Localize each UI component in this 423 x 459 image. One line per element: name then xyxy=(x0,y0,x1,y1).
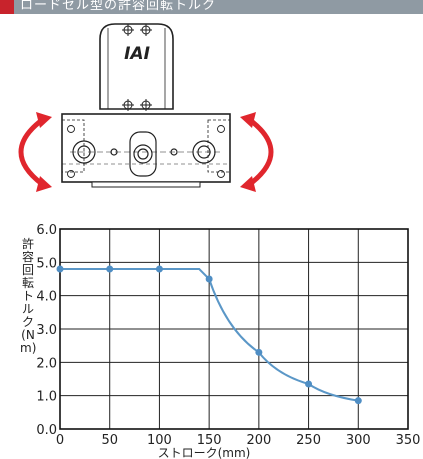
x-axis-label: ストローク(mm) xyxy=(158,446,251,459)
x-tick-label: 100 xyxy=(147,433,172,448)
screw-icon xyxy=(122,24,152,111)
header-banner: ロードセル型の許容回転トルク xyxy=(0,0,423,14)
data-point xyxy=(106,265,114,273)
plot-frame xyxy=(59,228,409,430)
x-tick-label: 200 xyxy=(246,433,271,448)
y-tick-label: 2.0 xyxy=(36,356,57,371)
x-tick-label: 0 xyxy=(56,433,64,448)
y-tick-label: 6.0 xyxy=(36,223,57,238)
data-point xyxy=(155,265,163,273)
data-point xyxy=(205,275,213,283)
x-tick-label: 50 xyxy=(101,433,118,448)
y-tick-label: 5.0 xyxy=(36,256,57,271)
data-point xyxy=(305,380,313,388)
banner-title: ロードセル型の許容回転トルク xyxy=(20,0,217,13)
bolt-icon xyxy=(72,140,216,164)
y-tick-label: 1.0 xyxy=(36,390,57,405)
banner-accent-mark xyxy=(0,0,14,14)
actuator-illustration: IAI xyxy=(18,23,274,192)
x-tick-label: 250 xyxy=(296,433,321,448)
x-tick-label: 150 xyxy=(197,433,222,448)
x-tick-label: 300 xyxy=(346,433,371,448)
x-tick-label: 350 xyxy=(396,433,421,448)
data-point xyxy=(354,397,362,405)
y-tick-label: 4.0 xyxy=(36,290,57,305)
torque-chart: 0.0 1.0 2.0 3.0 4.0 5.0 6.0 0 50 100 150 200 250 300 3… xyxy=(36,223,421,459)
rotation-arrow-left-icon xyxy=(18,117,45,187)
rotation-arrow-right-icon xyxy=(247,117,274,187)
iai-logo: IAI xyxy=(124,44,150,64)
data-point xyxy=(56,265,64,273)
series-line xyxy=(60,268,359,402)
y-tick-label: 0.0 xyxy=(36,423,57,438)
y-tick-label: 3.0 xyxy=(36,323,57,338)
load-cell-icon xyxy=(110,131,178,177)
data-point xyxy=(255,348,263,356)
y-axis-label: 許容回転トルク(N m) xyxy=(20,237,37,355)
